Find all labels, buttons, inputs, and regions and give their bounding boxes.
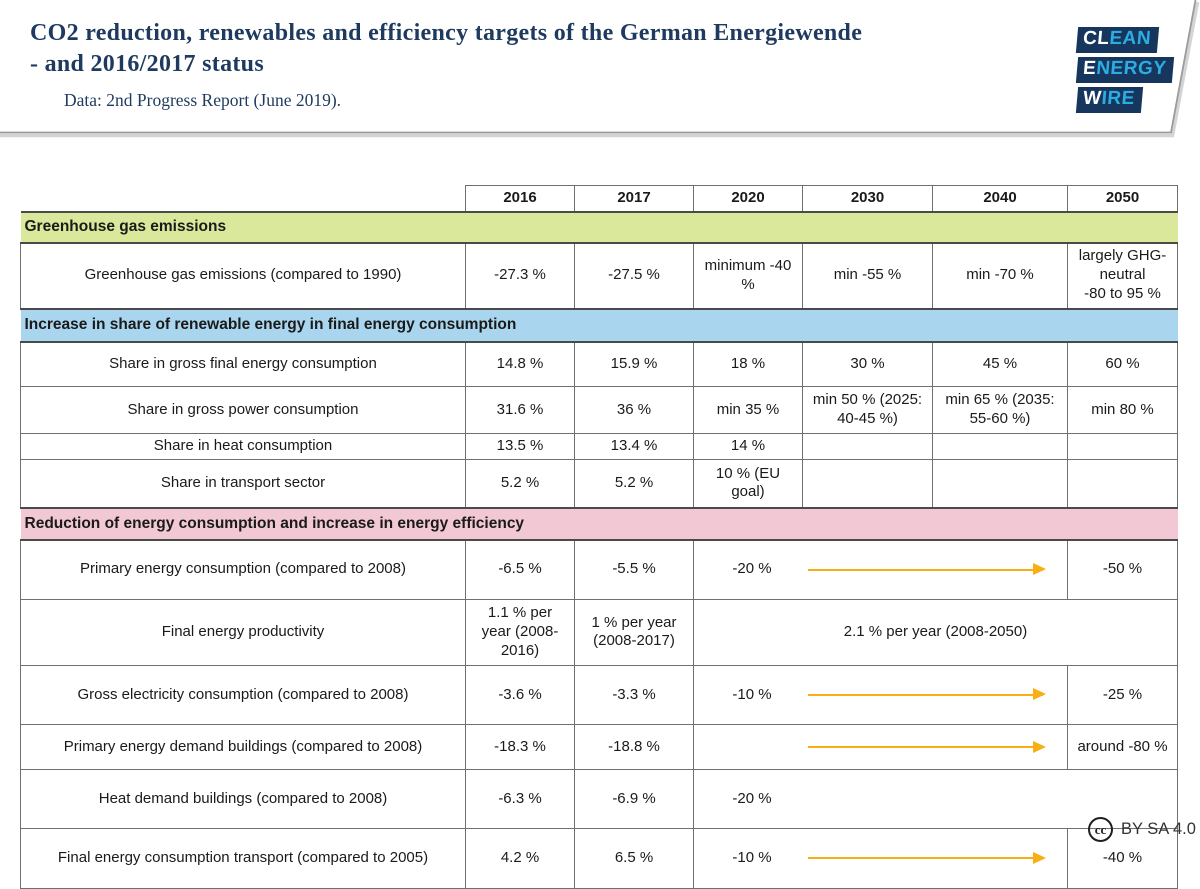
license-text: BY SA 4.0 [1121,820,1196,838]
row-label: Heat demand buildings (compared to 2008) [20,768,466,830]
data-cell-merged [693,724,1068,770]
row-share-transport: Share in transport sector 5.2 % 5.2 % 10… [20,459,1178,508]
data-cell: 14 % [693,433,803,460]
data-cell: 36 % [574,386,694,434]
data-cell: 60 % [1067,341,1178,387]
data-cell: around -80 % [1067,724,1178,770]
col-header-2017: 2017 [574,185,694,213]
row-share-heat: Share in heat consumption 13.5 % 13.4 % … [20,433,1178,460]
data-cell: largely GHG- neutral -80 to 95 % [1067,242,1178,309]
row-label: Primary energy demand buildings (compare… [20,724,466,770]
section-header-efficiency: Reduction of energy consumption and incr… [20,506,1178,541]
data-cell: 1 % per year (2008-2017) [574,598,694,666]
trend-arrow-icon [808,851,1046,864]
row-primary-energy: Primary energy consumption (compared to … [20,539,1178,600]
data-cell [802,433,933,460]
data-cell: -18.3 % [465,724,575,770]
data-cell-merged: -10 % [693,664,1068,726]
data-cell: -27.3 % [465,242,575,309]
data-cell: 10 % (EU goal) [693,459,803,508]
page-subtitle: Data: 2nd Progress Report (June 2019). [64,90,342,110]
section-header-ghg: Greenhouse gas emissions [20,210,1178,244]
col-header-2016: 2016 [465,185,575,213]
data-cell: -18.8 % [574,724,694,770]
data-cell: 4.2 % [465,828,575,889]
column-header-row: 2016 2017 2020 2030 2040 2050 [21,185,1178,213]
data-cell: 13.5 % [465,433,575,460]
data-cell: 31.6 % [465,386,575,434]
col-header-2020: 2020 [693,185,803,213]
data-cell: 6.5 % [574,828,694,889]
data-cell-merged: 2.1 % per year (2008-2050) [693,598,1178,666]
data-cell: -3.3 % [574,664,694,726]
row-label: Final energy productivity [20,598,466,666]
data-cell: -27.5 % [574,242,694,309]
license-badge: cc BY SA 4.0 [1088,817,1196,842]
clean-energy-wire-logo: CLEAN ENERGY WIRE [1075,27,1175,117]
col-header-2030: 2030 [802,185,933,213]
data-cell: -3.6 % [465,664,575,726]
data-cell: 18 % [693,341,803,387]
data-cell: -5.5 % [574,539,694,600]
logo-line-clean: CLEAN [1075,27,1160,53]
data-cell: min 80 % [1067,386,1178,434]
data-cell: min -55 % [802,242,933,309]
row-gross-electricity: Gross electricity consumption (compared … [20,664,1178,726]
data-cell: min 65 % (2035: 55-60 %) [932,386,1068,434]
data-cell: 5.2 % [574,459,694,508]
data-cell: 14.8 % [465,341,575,387]
data-cell [932,459,1068,508]
trend-arrow-icon [808,563,1046,576]
data-cell: -50 % [1067,539,1178,600]
data-cell [1067,459,1178,508]
row-label: Primary energy consumption (compared to … [20,539,466,600]
data-cell: -6.9 % [574,768,694,830]
row-label: Share in gross final energy consumption [20,341,466,387]
col-header-2050: 2050 [1067,185,1178,213]
row-label: Share in heat consumption [20,433,466,460]
logo-line-wire: WIRE [1075,87,1143,113]
row-label: Greenhouse gas emissions (compared to 19… [20,242,466,309]
trend-arrow-icon [808,688,1046,701]
data-cell: min -70 % [932,242,1068,309]
data-cell-merged: -20 % [693,539,1068,600]
cc-icon: cc [1088,817,1113,842]
data-cell: 30 % [802,341,933,387]
section-header-renewables: Increase in share of renewable energy in… [20,307,1178,343]
targets-table: 2016 2017 2020 2030 2040 2050 Greenhouse… [20,185,1178,889]
data-cell: 1.1 % per year (2008- 2016) [465,598,575,666]
data-cell: -6.3 % [465,768,575,830]
row-transport-fec: Final energy consumption transport (comp… [20,828,1178,889]
trend-arrow-icon [808,740,1046,753]
logo-line-energy: ENERGY [1075,57,1175,83]
data-cell: 13.4 % [574,433,694,460]
data-cell: 5.2 % [465,459,575,508]
data-cell [1067,433,1178,460]
row-share-power: Share in gross power consumption 31.6 % … [20,386,1178,434]
data-cell: -6.5 % [465,539,575,600]
row-buildings-primary: Primary energy demand buildings (compare… [20,724,1178,770]
row-share-gross-final: Share in gross final energy consumption … [20,341,1178,387]
row-label: Share in transport sector [20,459,466,508]
data-cell [932,433,1068,460]
data-cell: -25 % [1067,664,1178,726]
col-header-2040: 2040 [932,185,1068,213]
row-ghg-emissions: Greenhouse gas emissions (compared to 19… [20,242,1178,309]
data-cell: 45 % [932,341,1068,387]
row-buildings-heat: Heat demand buildings (compared to 2008)… [20,768,1178,830]
row-label: Gross electricity consumption (compared … [20,664,466,726]
data-cell: minimum -40 % [693,242,803,309]
corner-cell [21,186,466,212]
data-cell-merged: -10 % [693,828,1068,889]
data-cell [802,459,933,508]
data-cell: 15.9 % [574,341,694,387]
row-label: Final energy consumption transport (comp… [20,828,466,889]
data-cell: min 35 % [693,386,803,434]
data-cell: min 50 % (2025: 40-45 %) [802,386,933,434]
page-title: CO2 reduction, renewables and efficiency… [30,20,863,77]
row-energy-productivity: Final energy productivity 1.1 % per year… [20,598,1178,666]
row-label: Share in gross power consumption [20,386,466,434]
